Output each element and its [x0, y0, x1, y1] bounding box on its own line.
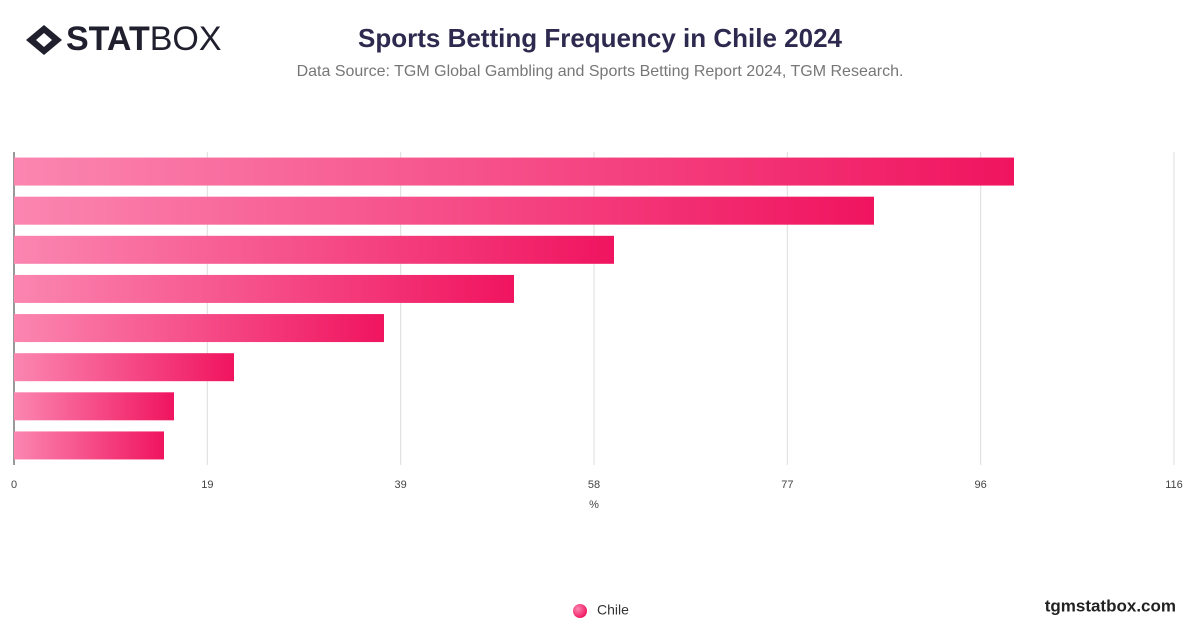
- chart-subtitle: Data Source: TGM Global Gambling and Spo…: [297, 63, 904, 80]
- x-tick-label: 116: [1165, 479, 1183, 491]
- x-axis-label: %: [589, 499, 599, 511]
- legend-marker: [573, 604, 587, 618]
- logo-icon-inner: [36, 33, 52, 47]
- bar: [14, 274, 514, 303]
- bar: [14, 314, 384, 343]
- x-tick-label: 0: [11, 479, 17, 491]
- x-tick-label: 58: [588, 479, 600, 491]
- bar: [14, 157, 1014, 186]
- logo-bold: STAT: [66, 20, 150, 58]
- logo: STATBOX: [26, 20, 222, 58]
- footer: tgmstatbox.com: [1045, 596, 1176, 615]
- bar: [14, 392, 174, 421]
- logo-light: BOX: [150, 20, 222, 58]
- bar: [14, 353, 234, 382]
- x-tick-label: 39: [395, 479, 407, 491]
- chart-title: Sports Betting Frequency in Chile 2024: [358, 23, 843, 53]
- x-tick-label: 96: [975, 479, 987, 491]
- bar: [14, 235, 614, 264]
- logo-text: STATBOX: [66, 20, 222, 58]
- bar: [14, 431, 164, 460]
- bar: [14, 196, 874, 225]
- legend-label: Chile: [597, 602, 629, 618]
- x-tick-label: 77: [781, 479, 793, 491]
- x-tick-label: 19: [201, 479, 213, 491]
